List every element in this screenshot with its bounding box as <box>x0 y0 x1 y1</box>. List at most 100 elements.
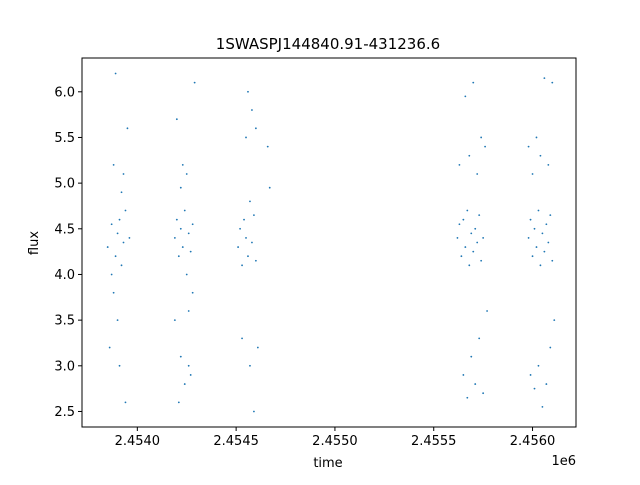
data-point <box>185 273 188 276</box>
data-point <box>254 127 257 130</box>
x-tick-label: 2.4545 <box>213 434 259 449</box>
data-point <box>185 173 188 175</box>
data-point <box>126 127 129 130</box>
data-point <box>268 186 271 189</box>
x-tick-label: 2.4550 <box>312 434 358 449</box>
data-point <box>181 246 184 248</box>
data-point <box>241 264 243 267</box>
data-point <box>120 191 123 194</box>
data-point <box>251 109 253 111</box>
data-point <box>462 374 465 376</box>
data-point <box>173 319 176 322</box>
data-point <box>124 209 127 212</box>
data-point <box>187 364 190 367</box>
data-point <box>468 264 471 267</box>
data-point <box>114 255 117 258</box>
data-point <box>551 81 554 84</box>
data-point <box>484 145 486 148</box>
data-point <box>122 173 125 175</box>
data-point <box>474 227 477 230</box>
data-point <box>539 154 542 157</box>
data-point <box>478 214 481 217</box>
data-point <box>122 241 125 244</box>
data-point <box>112 163 115 166</box>
plot-area-frame <box>81 57 577 428</box>
data-point <box>251 241 253 244</box>
data-point <box>460 255 463 258</box>
data-point <box>254 259 257 262</box>
data-point <box>118 364 121 367</box>
y-tick-label: 5.5 <box>54 131 75 146</box>
data-point <box>486 310 488 312</box>
y-tick-label: 4.0 <box>54 268 75 283</box>
data-point <box>110 273 113 276</box>
data-point <box>462 218 465 221</box>
data-point <box>187 232 190 235</box>
data-point <box>249 200 251 203</box>
data-point <box>541 232 544 235</box>
data-point <box>529 218 532 221</box>
x-tick-label: 2.4555 <box>411 434 457 449</box>
data-point <box>482 392 485 395</box>
data-point <box>537 364 540 367</box>
data-point <box>177 255 180 258</box>
data-point <box>541 406 544 408</box>
data-point <box>245 237 247 239</box>
data-point <box>478 337 481 340</box>
data-point <box>243 218 245 221</box>
data-point <box>529 374 532 376</box>
data-point <box>458 163 461 166</box>
data-point <box>549 346 552 349</box>
data-point <box>256 346 259 349</box>
data-point <box>468 154 471 157</box>
data-point <box>472 81 475 84</box>
data-point <box>124 401 127 404</box>
data-point <box>183 383 186 385</box>
data-point <box>476 173 479 175</box>
y-tick-label: 5.0 <box>54 177 75 192</box>
data-point <box>472 250 475 253</box>
data-point <box>535 136 538 139</box>
data-point <box>466 209 469 212</box>
data-point <box>239 227 241 230</box>
data-point <box>120 264 123 267</box>
data-point <box>545 223 548 226</box>
data-point <box>245 136 247 139</box>
data-point <box>118 218 121 221</box>
x-tick-label: 2.4560 <box>510 434 556 449</box>
data-point <box>191 223 194 226</box>
data-point <box>537 209 540 212</box>
data-point <box>241 337 243 340</box>
data-point <box>464 95 467 98</box>
data-point <box>179 186 182 189</box>
data-point <box>247 90 249 93</box>
data-point <box>191 291 194 294</box>
data-point <box>531 255 534 258</box>
data-point <box>466 396 469 399</box>
y-axis-ticks: 2.5 3.0 3.5 4.0 4.5 5.0 5.5 6.0 <box>54 85 82 420</box>
data-point <box>474 383 477 385</box>
data-point <box>547 163 550 166</box>
y-tick-label: 3.0 <box>54 359 75 374</box>
data-point <box>175 118 178 121</box>
data-point <box>458 223 461 226</box>
data-point <box>533 227 536 230</box>
data-point <box>179 355 182 358</box>
data-point <box>535 246 538 248</box>
data-point <box>464 246 467 248</box>
y-tick-label: 6.0 <box>54 85 75 100</box>
data-points-group <box>106 72 556 413</box>
y-tick-label: 3.5 <box>54 314 75 329</box>
y-tick-label: 4.5 <box>54 222 75 237</box>
data-point <box>253 214 255 217</box>
data-point <box>116 232 119 235</box>
data-point <box>480 259 483 262</box>
x-axis-offset-label: 1e6 <box>551 454 576 469</box>
data-point <box>114 72 117 75</box>
data-point <box>470 355 473 358</box>
data-point <box>181 163 184 166</box>
data-point <box>189 250 192 253</box>
